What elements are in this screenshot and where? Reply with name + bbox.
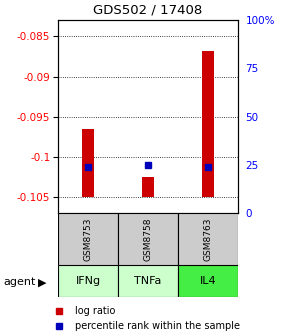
Text: GSM8758: GSM8758 <box>143 218 153 261</box>
Text: IFNg: IFNg <box>75 277 101 286</box>
Text: GSM8753: GSM8753 <box>84 218 93 261</box>
Bar <box>118 265 178 297</box>
Text: ▶: ▶ <box>38 277 46 287</box>
Text: percentile rank within the sample: percentile rank within the sample <box>75 321 240 331</box>
Bar <box>118 213 178 265</box>
Bar <box>178 213 238 265</box>
Bar <box>178 265 238 297</box>
Text: log ratio: log ratio <box>75 305 116 316</box>
Text: agent: agent <box>3 277 35 287</box>
Bar <box>142 177 154 197</box>
Text: IL4: IL4 <box>200 277 216 286</box>
Text: GSM8763: GSM8763 <box>203 218 212 261</box>
Bar <box>82 129 94 197</box>
Bar <box>58 265 118 297</box>
Bar <box>202 51 214 197</box>
Bar <box>58 213 118 265</box>
Text: TNFa: TNFa <box>134 277 162 286</box>
Title: GDS502 / 17408: GDS502 / 17408 <box>93 3 202 16</box>
